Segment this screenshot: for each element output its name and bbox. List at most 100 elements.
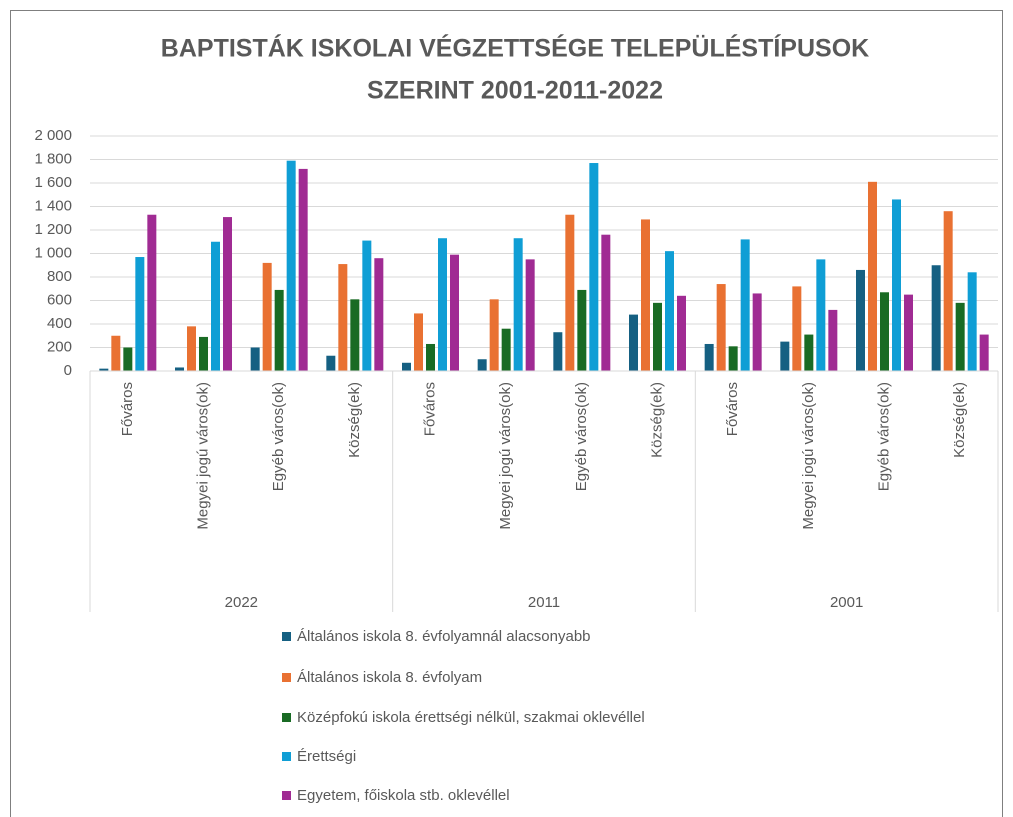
chart-title: SZERINT 2001-2011-2022 (367, 77, 663, 105)
x-tick-label: Egyéb város(ok) (270, 382, 287, 491)
bar (147, 214, 157, 371)
bar (326, 355, 336, 371)
bar (716, 284, 726, 371)
y-tick-label: 400 (47, 315, 72, 332)
y-tick-label: 1 200 (34, 221, 72, 238)
legend-label: Általános iskola 8. évfolyam (297, 669, 482, 686)
bar (350, 299, 360, 371)
bar (589, 163, 599, 371)
bar (111, 335, 121, 371)
bar (374, 258, 384, 371)
legend-label: Általános iskola 8. évfolyamnál alacsony… (297, 628, 591, 645)
bar (175, 367, 184, 371)
x-tick-label: Megyei jogú város(ok) (194, 382, 211, 530)
legend-swatch (282, 752, 291, 761)
y-tick-label: 1 000 (34, 244, 72, 261)
legend-swatch (282, 632, 291, 641)
y-tick-label: 800 (47, 268, 72, 285)
bar (828, 309, 838, 371)
bar (653, 302, 662, 371)
bar (565, 214, 575, 371)
bar (804, 334, 814, 371)
y-tick-label: 200 (47, 338, 72, 355)
bar (641, 219, 650, 371)
group-label: 2022 (225, 594, 258, 611)
bar (856, 269, 865, 371)
bar (501, 328, 511, 371)
bar (892, 199, 901, 371)
bar (211, 241, 220, 371)
group-label: 2001 (830, 594, 863, 611)
x-tick-label: Község(ek) (951, 382, 968, 458)
legend-swatch (282, 791, 291, 800)
bar (665, 251, 674, 371)
x-tick-label: Község(ek) (346, 382, 363, 458)
y-tick-label: 1 800 (34, 150, 72, 167)
bar (223, 217, 232, 371)
legend-swatch (282, 713, 291, 722)
bar (402, 362, 411, 371)
bar (752, 293, 762, 371)
bar (629, 314, 638, 371)
bar (99, 368, 109, 371)
y-tick-label: 1 600 (34, 174, 72, 191)
bar (740, 239, 750, 371)
bar (477, 359, 487, 371)
y-tick-label: 2 000 (34, 127, 72, 144)
bar (677, 295, 686, 371)
bar (880, 292, 889, 371)
bar (298, 168, 308, 371)
bar (286, 160, 296, 371)
chart-frame (10, 10, 1003, 817)
bar (955, 302, 965, 371)
bar (274, 289, 284, 371)
bar (525, 259, 535, 371)
bar (123, 347, 133, 371)
x-tick-label: Megyei jogú város(ok) (497, 382, 514, 530)
legend-label: Középfokú iskola érettségi nélkül, szakm… (297, 709, 645, 726)
bar (728, 346, 738, 371)
bar (967, 272, 977, 371)
chart-title: BAPTISTÁK ISKOLAI VÉGZETTSÉGE TELEPÜLÉST… (161, 34, 869, 63)
bar (577, 289, 587, 371)
bar (931, 265, 941, 371)
bar (199, 336, 208, 371)
bar (338, 264, 348, 371)
bar (904, 294, 913, 371)
x-tick-label: Község(ek) (648, 382, 665, 458)
bar (489, 299, 499, 371)
bar (816, 259, 826, 371)
legend-label: Egyetem, főiskola stb. oklevéllel (297, 787, 510, 804)
x-tick-label: Megyei jogú város(ok) (800, 382, 817, 530)
x-tick-label: Főváros (119, 382, 136, 436)
x-tick-label: Főváros (421, 382, 438, 436)
bar (979, 334, 989, 371)
bar (362, 240, 372, 371)
bar (704, 343, 714, 371)
bar (943, 211, 953, 371)
y-tick-label: 600 (47, 291, 72, 308)
bar (426, 343, 435, 371)
x-tick-label: Egyéb város(ok) (875, 382, 892, 491)
y-tick-label: 1 400 (34, 197, 72, 214)
bar (262, 262, 272, 371)
legend-swatch (282, 673, 291, 682)
bar (780, 341, 790, 371)
x-tick-label: Főváros (724, 382, 741, 436)
group-label: 2011 (528, 594, 560, 611)
bar (513, 238, 523, 371)
legend-label: Érettségi (297, 748, 356, 765)
x-tick-label: Egyéb város(ok) (573, 382, 590, 491)
bar (601, 234, 611, 371)
bar (438, 238, 447, 371)
bar (450, 254, 459, 371)
bar (792, 286, 802, 371)
bar (553, 332, 563, 371)
bar (135, 257, 145, 371)
y-tick-label: 0 (64, 362, 72, 379)
bar (187, 326, 196, 371)
bar (414, 313, 423, 371)
bar (868, 181, 877, 371)
bar (250, 347, 260, 371)
